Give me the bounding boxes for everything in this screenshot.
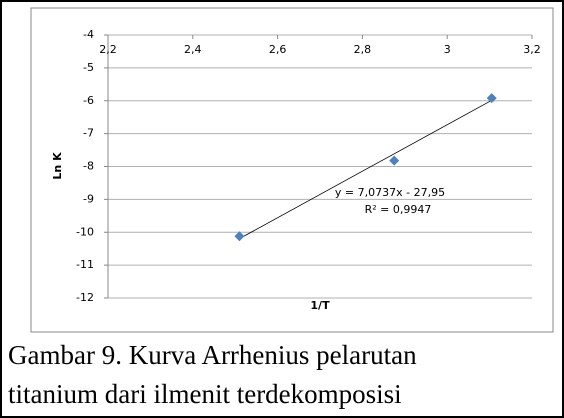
chart-frame bbox=[30, 7, 554, 333]
y-tick-label: -8 bbox=[83, 160, 94, 173]
data-point bbox=[486, 93, 497, 104]
caption-line: titanium dari ilmenit terdekomposisi bbox=[8, 379, 402, 409]
y-tick-label: -12 bbox=[76, 291, 94, 304]
caption-line: Gambar 9. Kurva Arrhenius pelarutan bbox=[8, 340, 417, 370]
x-tick-label: 2,8 bbox=[354, 43, 372, 56]
data-point bbox=[389, 155, 400, 166]
x-tick-label: 3,2 bbox=[523, 43, 541, 56]
trendline bbox=[239, 99, 492, 240]
y-axis-title: Ln K bbox=[51, 152, 64, 180]
trendline-equation: y = 7,0737x - 27,95 bbox=[335, 186, 445, 199]
y-tick-label: -10 bbox=[76, 225, 94, 238]
x-tick-label: 2,6 bbox=[269, 43, 287, 56]
x-tick-label: 2,2 bbox=[99, 43, 117, 56]
x-axis-title: 1/T bbox=[310, 299, 330, 312]
trendline-r2: R² = 0,9947 bbox=[365, 203, 432, 216]
y-tick-label: -7 bbox=[83, 127, 94, 140]
data-point bbox=[234, 231, 245, 242]
y-tick-label: -9 bbox=[83, 192, 94, 205]
y-tick-label: -5 bbox=[83, 61, 94, 74]
y-tick-label: -11 bbox=[76, 258, 94, 271]
y-tick-label: -4 bbox=[83, 28, 94, 41]
x-tick-label: 2,4 bbox=[184, 43, 202, 56]
x-tick-label: 3 bbox=[444, 43, 451, 56]
y-tick-label: -6 bbox=[83, 94, 94, 107]
